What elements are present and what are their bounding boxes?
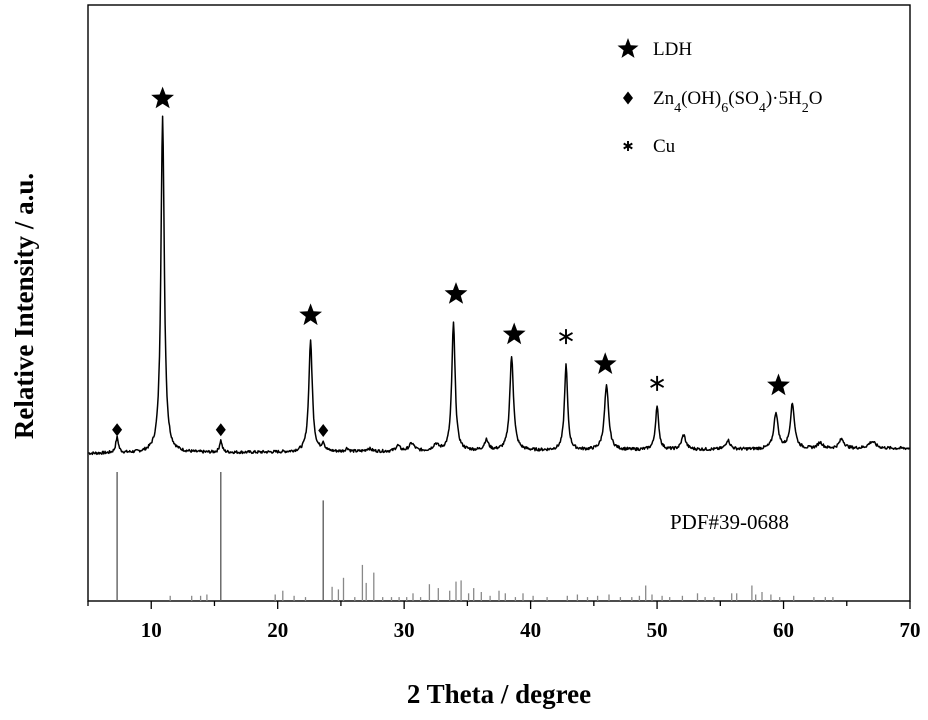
ldh-star-marker	[502, 322, 526, 345]
ldh-star-marker	[593, 352, 617, 374]
legend-subscript: 2	[802, 101, 809, 116]
legend-subscript: 4	[674, 101, 681, 116]
zn-phase-diamond-marker	[318, 424, 329, 438]
reference-pattern	[88, 472, 910, 602]
reference-card-label: PDF#39-0688	[670, 510, 789, 534]
legend-text: (OH)	[681, 88, 721, 109]
legend-text: )·5H	[766, 88, 802, 109]
legend-subscript: 4	[759, 101, 766, 116]
x-axis-label: 2 Theta / degree	[407, 679, 591, 709]
legend-label-cu: Cu	[653, 136, 676, 157]
legend-label-ldh: LDH	[653, 39, 692, 60]
ldh-star-marker	[767, 373, 790, 396]
x-tick-label: 60	[773, 618, 794, 642]
legend-subscript: 6	[721, 101, 728, 116]
x-axis-ticks: 10 20 30 40 50 60 70	[87, 601, 921, 642]
ldh-star-marker	[151, 86, 174, 109]
legend-text: Zn	[653, 88, 675, 109]
zn-phase-diamond-marker	[112, 423, 123, 437]
asterisk-glyph	[623, 141, 633, 151]
legend-star-icon	[617, 38, 639, 58]
ldh-star-marker	[444, 282, 468, 304]
legend-label-zn-phase: Zn4(OH)6(SO4)·5H2O	[653, 88, 822, 116]
legend-asterisk-icon	[623, 141, 633, 151]
xrd-pattern-line	[88, 115, 911, 456]
x-tick-label: 10	[141, 618, 162, 642]
ldh-star-marker	[299, 303, 322, 326]
cu-asterisk-marker	[650, 375, 665, 391]
legend-diamond-icon	[623, 91, 633, 105]
x-tick-label: 40	[520, 618, 541, 642]
phase-markers	[112, 86, 790, 438]
legend-text: (SO	[728, 88, 759, 109]
x-tick-label: 30	[394, 618, 415, 642]
x-tick-label: 20	[267, 618, 288, 642]
y-axis-label: Relative Intensity / a.u.	[9, 173, 39, 439]
x-tick-label: 50	[647, 618, 668, 642]
zn-phase-diamond-marker	[215, 423, 226, 437]
x-tick-label: 70	[900, 618, 921, 642]
legend: LDH Zn4(OH)6(SO4)·5H2O Cu	[617, 38, 822, 157]
legend-text: O	[809, 88, 823, 109]
cu-asterisk-marker	[559, 329, 573, 345]
